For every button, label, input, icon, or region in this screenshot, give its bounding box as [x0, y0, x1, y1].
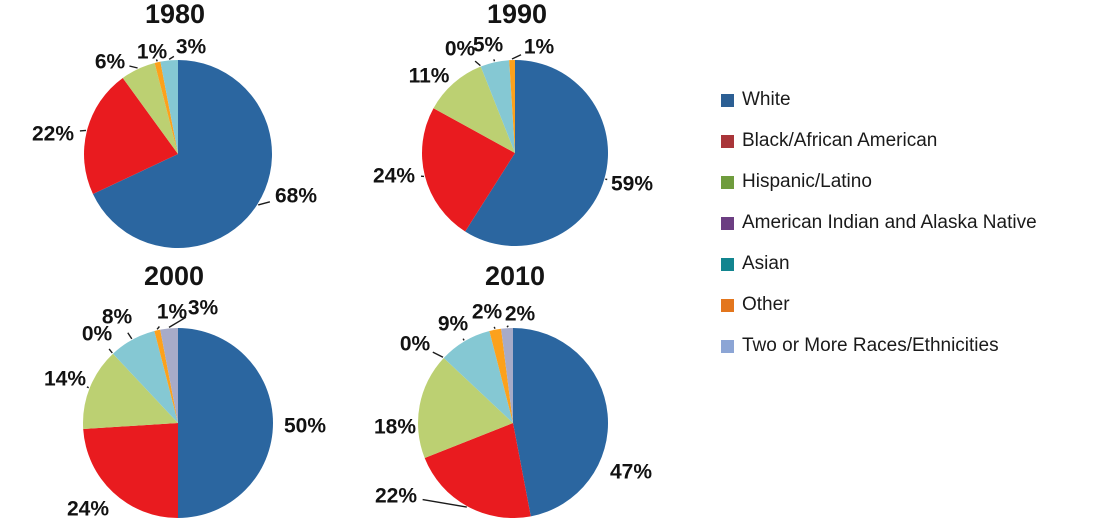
pie-slice-hispanic-latino	[433, 66, 515, 153]
pie-slice-other	[154, 61, 178, 154]
slice-label-white: 47%	[610, 461, 652, 484]
leader-line-black-african-american	[79, 129, 87, 132]
leader-line-asian	[168, 55, 175, 60]
leader-line-asian	[127, 332, 133, 340]
slice-label-american-indian-and-alaska-native: 0%	[82, 323, 113, 346]
leader-line-american-indian-and-alaska-native	[474, 60, 481, 67]
leader-line-white	[258, 201, 271, 206]
leader-line-other	[493, 326, 496, 329]
slice-label-hispanic-latino: 6%	[95, 51, 126, 74]
pie-chart-1990: 59% 24% 11% 0%5% 1%	[373, 34, 653, 246]
leader-line-american-indian-and-alaska-native	[108, 348, 113, 354]
pie-slice-white	[465, 60, 609, 246]
leader-line-asian	[493, 59, 496, 62]
leader-line-other	[156, 326, 160, 330]
leader-line-other	[511, 54, 522, 60]
pie-chart-1980: 68% 22% 6% 1% 3%	[32, 36, 317, 248]
leader-line-other	[155, 59, 158, 62]
slice-label-white: 59%	[611, 173, 653, 196]
slice-label-asian: 3%	[176, 36, 207, 59]
pie-slice-black-african-american	[424, 423, 531, 519]
slice-label-hispanic-latino: 14%	[44, 368, 86, 391]
slice-label-white: 68%	[275, 185, 317, 208]
slice-label-american-indian-and-alaska-native: 0%	[445, 38, 476, 61]
pie-slice-two-or-more-races-ethnicities	[160, 328, 178, 423]
pie-chart-2000: 50% 24% 14% 0%8% 1% 3%	[44, 297, 326, 521]
slice-label-other: 1%	[137, 41, 168, 64]
slice-label-hispanic-latino: 18%	[374, 416, 416, 439]
pie-slice-asian	[160, 59, 178, 154]
slice-label-other: 1%	[157, 301, 188, 324]
slice-label-black-african-american: 24%	[67, 498, 109, 521]
pie-slice-hispanic-latino	[83, 353, 178, 429]
leader-line-american-indian-and-alaska-native	[432, 351, 444, 358]
pie-slice-black-african-american	[83, 423, 178, 518]
slice-label-other: 2%	[472, 301, 503, 324]
slice-label-asian: 9%	[438, 313, 469, 336]
pie-slice-asian	[112, 330, 178, 423]
pie-slice-other	[154, 329, 178, 423]
slice-label-other: 1%	[524, 36, 555, 59]
pie-slice-two-or-more-races-ethnicities	[501, 328, 513, 423]
leader-line-black-african-american	[422, 498, 467, 508]
leader-line-hispanic-latino	[86, 386, 89, 389]
pie-slice-asian	[443, 330, 513, 423]
chart-title-2000: 2000	[143, 261, 205, 291]
slice-label-black-african-american: 22%	[375, 485, 417, 508]
pie-slice-white	[513, 328, 609, 517]
pie-slice-black-african-american	[84, 77, 178, 195]
pie-slice-hispanic-latino	[418, 357, 513, 458]
leader-line-two-or-more-races-ethnicities	[506, 325, 509, 328]
leader-line-asian	[462, 338, 465, 341]
slice-label-two-or-more-races-ethnicities: 3%	[188, 297, 219, 320]
pie-slice-white	[92, 60, 273, 248]
slice-label-american-indian-and-alaska-native: 0%	[400, 333, 431, 356]
pie-slice-white	[178, 328, 273, 518]
slice-label-asian: 8%	[102, 306, 133, 329]
pie-slice-other	[509, 59, 515, 153]
chart-title-1990: 1990	[486, 0, 548, 29]
slice-label-hispanic-latino: 11%	[409, 65, 450, 88]
slice-label-asian: 5%	[473, 34, 504, 57]
slice-label-white: 50%	[284, 415, 326, 438]
slice-label-black-african-american: 22%	[32, 123, 74, 146]
pie-chart-2010: 47%22%18%0%9%2% 2%	[374, 301, 652, 519]
pie-slice-black-african-american	[422, 108, 515, 232]
slice-label-black-african-american: 24%	[373, 165, 415, 188]
leader-line-hispanic-latino	[129, 65, 138, 69]
pie-slice-other	[489, 328, 513, 423]
chart-title-2010: 2010	[484, 261, 546, 291]
chart-title-1980: 1980	[144, 0, 206, 29]
leader-line-two-or-more-races-ethnicities	[168, 316, 187, 329]
pie-slice-hispanic-latino	[122, 62, 178, 155]
slice-label-two-or-more-races-ethnicities: 2%	[505, 303, 536, 326]
pie-slice-asian	[480, 60, 515, 153]
